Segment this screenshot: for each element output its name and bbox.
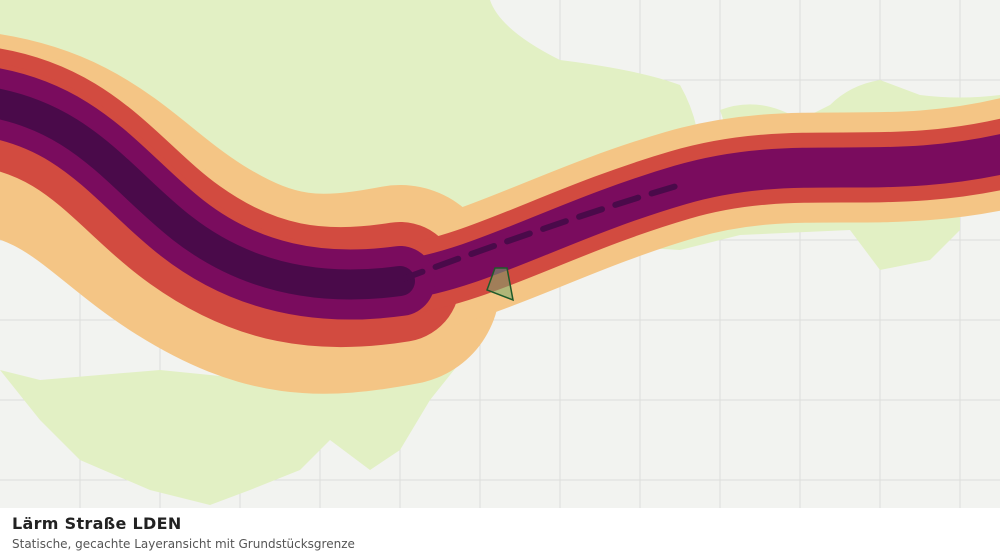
noise-bands [0, 34, 1000, 394]
map [0, 0, 1000, 508]
map-subtitle: Statische, gecachte Layeransicht mit Gru… [12, 537, 355, 551]
map-title: Lärm Straße LDEN [12, 514, 182, 533]
parcel-boundary [486, 267, 514, 302]
noise-band-very-high [0, 88, 415, 300]
caption: Lärm Straße LDEN Statische, gecachte Lay… [0, 508, 1000, 560]
noise-band-very-high [397, 182, 683, 283]
